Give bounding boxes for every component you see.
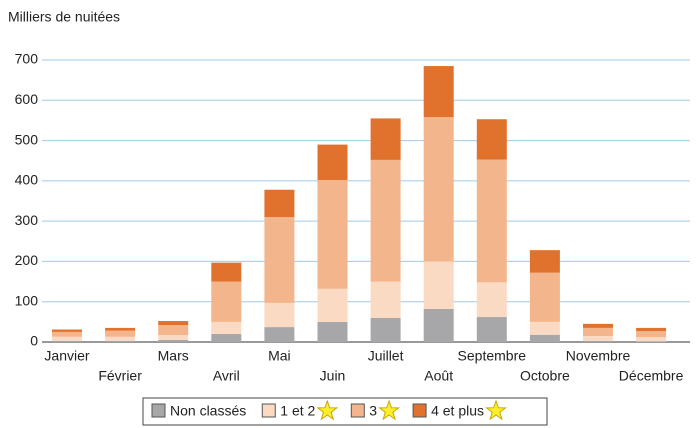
bar-segment (423, 66, 454, 118)
bar-segment (476, 317, 507, 342)
star-icon (378, 399, 401, 421)
bar-segment (211, 262, 242, 282)
bar-segment (476, 282, 507, 318)
bar-segment (583, 327, 613, 336)
bar-segment (317, 180, 348, 289)
bar-segment (370, 118, 401, 160)
legend-swatch (151, 403, 166, 418)
bar-segment (317, 144, 348, 181)
bar-segment (370, 317, 401, 342)
x-tick-label: Mai (268, 348, 291, 364)
bar-segment (264, 189, 295, 218)
bar-segment (158, 339, 189, 342)
y-tick-label: 400 (15, 172, 39, 188)
legend-label: 3 (369, 403, 377, 419)
bar-segment (52, 329, 82, 332)
bar-segment (529, 272, 560, 322)
bar-segment (636, 327, 667, 332)
bar-segment (423, 308, 454, 342)
x-tick-label: Février (98, 368, 142, 384)
bar-segment (52, 331, 82, 337)
x-tick-label: Juillet (368, 348, 404, 364)
bar-segment (317, 321, 348, 342)
bar-segment (583, 335, 613, 341)
star-icon (485, 399, 507, 421)
bar-segment (583, 340, 613, 342)
y-tick-label: 600 (15, 91, 39, 107)
x-tick-label: Juin (320, 368, 346, 384)
bar-segment (52, 340, 82, 342)
x-tick-label: Décembre (619, 368, 684, 384)
bar-segment (264, 302, 295, 328)
bar-segment (211, 281, 242, 322)
bar-segment (370, 159, 401, 282)
bar-segment (158, 321, 189, 326)
bar-segment (264, 217, 295, 303)
bar-segment (529, 250, 560, 273)
bar-segment (158, 335, 189, 340)
bar-segment (370, 281, 401, 318)
bar-segment (105, 340, 136, 342)
y-axis-title: Milliers de nuitées (8, 9, 120, 25)
bar-segment (52, 336, 82, 341)
y-tick-label: 0 (30, 333, 38, 349)
x-tick-label: Septembre (458, 348, 527, 364)
legend-label: 4 et plus (431, 403, 484, 419)
bar-segment (529, 334, 560, 342)
legend-swatch (412, 403, 427, 418)
legend-label: Non classés (170, 403, 246, 419)
y-tick-label: 700 (15, 51, 39, 67)
star-icon (316, 399, 339, 421)
bar-segment (423, 261, 454, 309)
x-tick-label: Mars (158, 348, 189, 364)
legend-box (142, 397, 548, 426)
bar-segment (636, 341, 667, 342)
bar-segment (529, 321, 560, 335)
x-tick-label: Novembre (566, 348, 631, 364)
bar-segment (476, 119, 507, 160)
bar-segment (264, 327, 295, 342)
x-tick-label: Août (424, 368, 453, 384)
y-tick-label: 100 (15, 292, 39, 308)
bar-segment (105, 327, 136, 331)
legend-label: 1 et 2 (280, 403, 315, 419)
y-tick-label: 500 (15, 131, 39, 147)
x-tick-label: Janvier (44, 348, 89, 364)
bar-segment (158, 325, 189, 336)
bar-segment (423, 117, 454, 262)
bar-segment (636, 331, 667, 338)
bar-segment (583, 323, 613, 328)
bar-segment (476, 159, 507, 283)
bar-segment (105, 336, 136, 341)
x-tick-label: Avril (213, 368, 240, 384)
x-tick-label: Octobre (520, 368, 570, 384)
y-tick-label: 300 (15, 212, 39, 228)
y-tick-label: 200 (15, 252, 39, 268)
bar-segment (317, 288, 348, 322)
legend-swatch (261, 403, 276, 418)
bar-segment (211, 321, 242, 334)
bar-segment (211, 333, 242, 342)
legend-swatch (350, 403, 365, 418)
bar-segment (105, 330, 136, 337)
bar-segment (636, 337, 667, 342)
